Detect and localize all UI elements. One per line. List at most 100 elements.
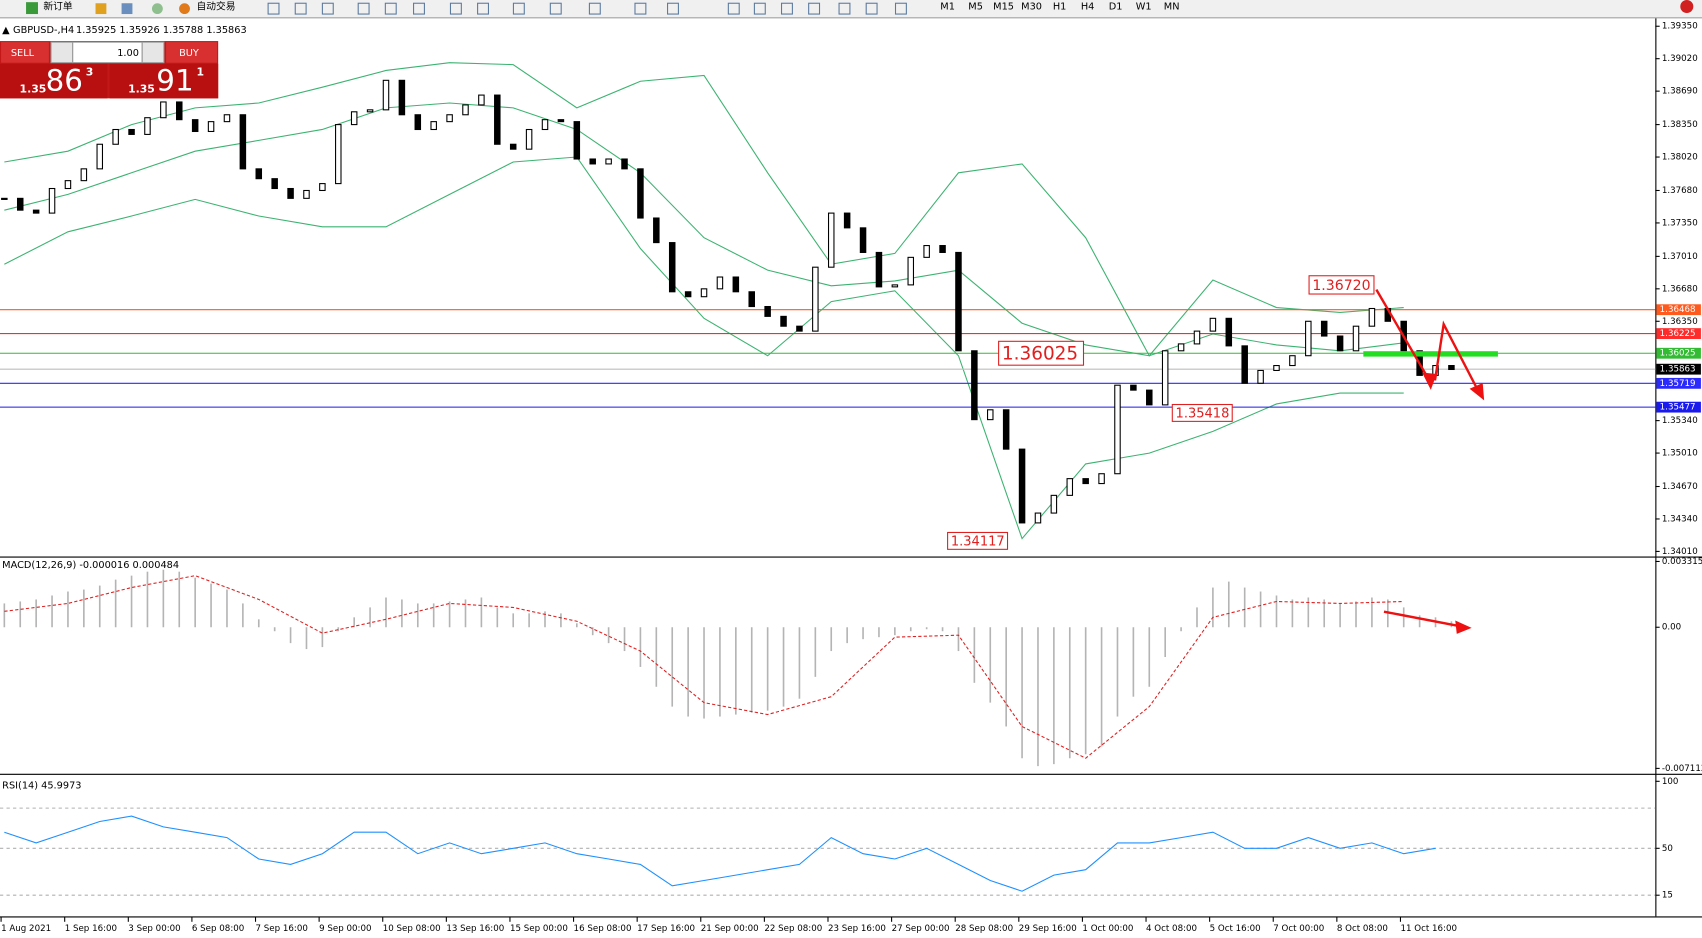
candle — [1225, 317, 1233, 347]
candle — [32, 209, 40, 214]
arrow-head — [1455, 620, 1472, 634]
price-annotation-box — [947, 531, 1009, 550]
candle — [1320, 320, 1328, 337]
candle — [1098, 473, 1105, 485]
sell-button[interactable] — [1, 42, 49, 63]
toolbar — [0, 0, 1702, 18]
price-tick-label: 1.38690 — [1662, 87, 1698, 97]
candle — [112, 128, 119, 145]
time-label: 10 Sep 08:00 — [383, 924, 441, 934]
time-label: 13 Sep 16:00 — [446, 924, 504, 934]
time-label: 23 Sep 16:00 — [828, 924, 886, 934]
timeframe-button[interactable]: M30 — [1021, 1, 1042, 12]
price-tick-label: 1.34340 — [1662, 514, 1698, 524]
buy-label[interactable]: BUY — [179, 48, 199, 59]
candle — [509, 143, 517, 150]
timeframe-button[interactable]: W1 — [1136, 1, 1152, 12]
candle — [859, 227, 867, 253]
candle — [96, 143, 104, 170]
price-tick-label: 1.35010 — [1662, 449, 1698, 459]
candle — [1305, 320, 1312, 357]
candle — [1018, 448, 1026, 524]
time-label: 15 Sep 00:00 — [510, 924, 568, 934]
macd-signal — [4, 575, 1404, 759]
toolbar-icon[interactable] — [121, 3, 133, 15]
toolbar-icon[interactable] — [151, 3, 163, 15]
timeframe-button[interactable]: D1 — [1109, 1, 1123, 12]
toolbar-icon — [894, 2, 907, 15]
candle — [430, 121, 437, 131]
candle — [1368, 307, 1376, 327]
timeframe-button[interactable]: H4 — [1081, 1, 1095, 12]
bollinger-lower — [4, 156, 1404, 540]
bollinger-upper — [4, 62, 1404, 357]
support-marker[interactable] — [1363, 351, 1498, 357]
candle — [875, 251, 883, 288]
price-tick-label: 1.37680 — [1662, 186, 1698, 196]
lots-value[interactable]: 1.00 — [117, 48, 139, 59]
candle — [48, 187, 56, 214]
price-annotation: 1.34117 — [951, 534, 1005, 549]
symbol: GBPUSD-,H4 — [13, 25, 74, 36]
time-label: 7 Sep 16:00 — [256, 924, 308, 934]
candle — [319, 183, 326, 192]
timeframe-button[interactable]: MN — [1164, 1, 1180, 12]
candle — [446, 114, 453, 123]
level-label-bg — [1656, 328, 1701, 339]
candle — [398, 79, 406, 116]
lots-up[interactable] — [141, 41, 165, 64]
sell-label[interactable]: SELL — [11, 48, 35, 59]
time-label: 8 Oct 08:00 — [1337, 924, 1388, 934]
time-label: 29 Sep 16:00 — [1019, 924, 1077, 934]
trend-arrow[interactable] — [1375, 289, 1432, 384]
price-annotation-box — [1171, 403, 1233, 422]
alert-icon[interactable] — [1680, 0, 1694, 13]
candle — [748, 291, 755, 308]
candle — [1257, 369, 1264, 384]
one-click-trading: SELL 1.00 BUY 1.35 86 3 1.35 91 1 — [0, 41, 219, 99]
toolbar-icon — [294, 2, 307, 15]
timeframe-button[interactable]: M5 — [968, 1, 983, 12]
toolbar-icon — [727, 2, 740, 15]
auto-trading-button[interactable]: 自动交易 — [196, 0, 235, 12]
auto-trading-icon[interactable] — [179, 3, 190, 15]
candle — [1, 197, 8, 200]
candle — [176, 101, 183, 121]
candle — [573, 121, 581, 160]
trend-arrow[interactable] — [1433, 320, 1481, 394]
time-label: 1 Sep 16:00 — [65, 924, 117, 934]
toolbar-icon — [384, 2, 397, 15]
toolbar-icon — [667, 2, 679, 15]
candle — [971, 350, 978, 421]
toolbar-icon[interactable] — [95, 3, 107, 15]
price-tick-label: 1.34010 — [1662, 547, 1698, 557]
price-annotation: 1.36720 — [1312, 278, 1370, 294]
level-label-bg — [1656, 347, 1701, 359]
price-tick-label: 1.39350 — [1662, 22, 1698, 32]
timeframe-button[interactable]: H1 — [1053, 1, 1067, 12]
toolbar-icon — [780, 2, 793, 15]
candle — [1241, 345, 1248, 384]
time-label: 1 Oct 00:00 — [1082, 924, 1133, 934]
candle — [160, 101, 167, 119]
arrow-head — [1422, 372, 1437, 390]
candle — [1193, 330, 1201, 345]
bid-panel[interactable] — [0, 63, 108, 99]
new-order-icon[interactable] — [26, 2, 38, 15]
time-label: 5 Oct 16:00 — [1210, 924, 1261, 934]
macd-arrow[interactable] — [1383, 610, 1464, 628]
candle — [366, 109, 374, 113]
candle — [382, 79, 390, 111]
ask-panel[interactable] — [109, 63, 219, 99]
buy-button[interactable] — [166, 42, 218, 63]
plots: 1.39350 1.39020 1.38690 1.38350 1.38020 1.376… — [0, 22, 1702, 934]
lots-down[interactable] — [50, 41, 74, 64]
timeframe-button[interactable]: M1 — [940, 1, 955, 12]
timeframe-button[interactable]: M15 — [993, 1, 1014, 12]
ask-sup: 1 — [196, 65, 204, 78]
time-label: 7 Oct 00:00 — [1273, 924, 1324, 934]
candle — [16, 197, 24, 211]
candle — [128, 128, 135, 135]
new-order-button[interactable]: 新订单 — [43, 0, 73, 12]
